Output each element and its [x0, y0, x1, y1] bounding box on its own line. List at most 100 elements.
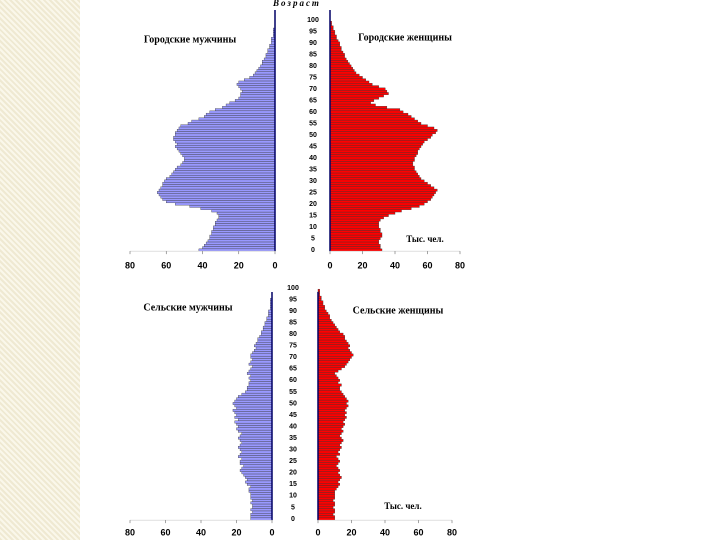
bar: [329, 101, 371, 105]
bar: [317, 383, 342, 387]
bar: [250, 494, 273, 498]
bar: [171, 172, 276, 176]
bar: [317, 312, 329, 315]
bar: [329, 204, 420, 208]
bar: [317, 464, 337, 468]
bar: [329, 96, 379, 100]
bar: [329, 71, 357, 75]
bar: [239, 443, 273, 447]
bar: [317, 335, 345, 338]
bar: [329, 191, 436, 194]
bar: [239, 469, 273, 472]
bar: [245, 480, 273, 484]
age-label: 5: [291, 504, 295, 511]
bar: [329, 218, 381, 222]
bar: [257, 337, 273, 341]
bar: [269, 46, 276, 49]
bar: [317, 344, 351, 348]
bar: [175, 140, 276, 144]
bar: [248, 369, 273, 373]
bar: [178, 149, 276, 153]
bar: [176, 165, 276, 169]
bar: [317, 487, 337, 491]
bar: [317, 397, 347, 401]
bar: [329, 108, 401, 112]
bar: [317, 413, 345, 417]
bar: [317, 321, 334, 324]
bar: [241, 457, 273, 461]
bar: [222, 106, 276, 109]
age-label: 100: [287, 285, 299, 292]
bar: [216, 218, 276, 222]
bar: [248, 489, 273, 493]
bar: [329, 85, 379, 89]
bar: [187, 122, 276, 125]
bar: [329, 163, 414, 167]
bar: [329, 99, 375, 102]
bar: [234, 404, 273, 408]
bar: [329, 170, 417, 174]
bar: [184, 158, 276, 162]
bar: [252, 358, 273, 361]
bar: [184, 156, 276, 160]
bar: [238, 395, 273, 398]
bar: [317, 355, 352, 359]
unit-label: Тыс. чел.: [406, 234, 443, 244]
bar: [215, 223, 276, 227]
bar: [317, 427, 342, 431]
bar: [180, 163, 276, 167]
x-tick-label: 60: [422, 260, 432, 270]
bar: [317, 323, 335, 327]
bar: [329, 76, 363, 79]
bar: [211, 230, 276, 233]
bar: [265, 53, 276, 56]
bar: [329, 117, 415, 121]
bar: [202, 246, 276, 250]
bar: [317, 369, 339, 373]
bar: [205, 112, 276, 116]
bar: [245, 390, 273, 394]
bar: [218, 216, 276, 220]
bar: [164, 179, 276, 183]
bar: [213, 225, 276, 229]
bar: [317, 420, 344, 424]
bar: [236, 397, 273, 401]
bar: [158, 193, 276, 197]
bar: [329, 248, 383, 252]
x-tick-label: 0: [327, 260, 332, 270]
bar: [260, 64, 276, 68]
bar: [329, 184, 431, 187]
bar: [240, 92, 276, 95]
bar: [239, 439, 273, 442]
bar: [329, 73, 360, 77]
bar: [329, 200, 428, 204]
bar: [162, 184, 276, 187]
bar: [240, 94, 276, 98]
bar: [317, 503, 335, 507]
age-label: 10: [289, 493, 297, 500]
bar: [238, 96, 276, 100]
bar: [250, 492, 273, 495]
bar: [162, 198, 276, 201]
x-tick-label: 20: [231, 527, 241, 537]
bar: [317, 466, 339, 470]
bar: [329, 78, 366, 82]
bar: [317, 353, 354, 357]
age-label: 15: [289, 481, 297, 488]
bar: [262, 62, 276, 66]
bar: [176, 129, 276, 132]
bar: [254, 71, 276, 75]
bar: [317, 362, 347, 366]
bar: [245, 476, 273, 479]
bar: [317, 513, 334, 516]
bar: [317, 379, 340, 382]
bar: [249, 76, 276, 79]
series-label: Городские женщины: [358, 32, 452, 43]
bar: [252, 510, 273, 514]
bar: [329, 198, 431, 201]
bar: [317, 429, 344, 433]
bar: [215, 221, 276, 224]
bar: [246, 478, 273, 482]
bar: [243, 473, 273, 477]
bar: [329, 202, 425, 206]
